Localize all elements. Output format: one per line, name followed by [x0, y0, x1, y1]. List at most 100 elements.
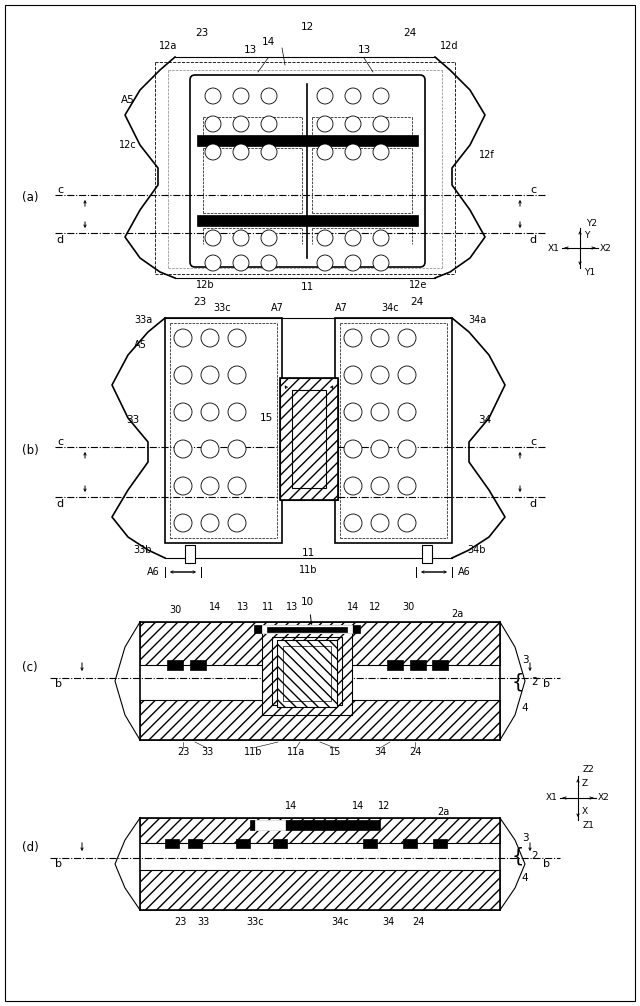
Circle shape	[344, 440, 362, 458]
Circle shape	[371, 366, 389, 384]
Bar	[140, 622, 500, 665]
Circle shape	[373, 230, 389, 246]
Circle shape	[398, 403, 416, 421]
Text: 13: 13	[286, 602, 298, 612]
Bar	[283, 646, 331, 701]
Bar	[236, 839, 250, 848]
Circle shape	[201, 440, 219, 458]
Bar	[140, 622, 500, 740]
Circle shape	[205, 144, 221, 160]
Circle shape	[344, 366, 362, 384]
Text: d: d	[56, 499, 63, 509]
Bar	[197, 215, 418, 226]
Text: 11b: 11b	[299, 565, 317, 575]
Text: 12a: 12a	[159, 41, 177, 51]
Text: {: {	[512, 672, 524, 691]
Text: Z: Z	[582, 780, 588, 789]
Text: Z1: Z1	[583, 822, 595, 831]
Circle shape	[261, 230, 277, 246]
Text: 12: 12	[378, 801, 390, 811]
Bar	[190, 660, 206, 670]
Text: 3: 3	[522, 655, 528, 665]
Bar	[277, 640, 337, 707]
Circle shape	[205, 230, 221, 246]
Bar	[335, 318, 452, 543]
Bar	[197, 135, 418, 146]
Circle shape	[228, 440, 246, 458]
Text: 2a: 2a	[451, 609, 463, 619]
Text: A6: A6	[458, 567, 470, 577]
Circle shape	[228, 477, 246, 495]
Text: 23: 23	[193, 297, 207, 307]
Circle shape	[228, 329, 246, 347]
Text: 2a: 2a	[437, 807, 449, 817]
Circle shape	[201, 366, 219, 384]
Circle shape	[201, 514, 219, 532]
Text: 4: 4	[522, 703, 528, 713]
Circle shape	[233, 116, 249, 132]
Circle shape	[261, 144, 277, 160]
Text: d: d	[529, 235, 536, 245]
Circle shape	[174, 329, 192, 347]
Text: 2: 2	[532, 851, 538, 861]
Circle shape	[233, 230, 249, 246]
Circle shape	[371, 440, 389, 458]
Text: 13: 13	[357, 45, 371, 55]
Text: 13: 13	[243, 45, 257, 55]
Bar	[254, 625, 360, 633]
Text: 14: 14	[285, 801, 297, 811]
Circle shape	[344, 514, 362, 532]
Circle shape	[371, 514, 389, 532]
Text: 12f: 12f	[479, 150, 495, 160]
Text: c: c	[530, 185, 536, 195]
Text: 33a: 33a	[134, 315, 152, 325]
Circle shape	[317, 230, 333, 246]
Circle shape	[201, 403, 219, 421]
Text: 34b: 34b	[468, 545, 486, 555]
Text: 13: 13	[237, 602, 249, 612]
Bar	[292, 390, 326, 488]
Text: X1: X1	[546, 794, 558, 803]
Bar	[262, 625, 352, 715]
Bar	[140, 700, 500, 740]
Bar	[280, 378, 338, 500]
Text: 12e: 12e	[409, 280, 427, 290]
Text: Y: Y	[584, 230, 589, 239]
Text: c: c	[530, 437, 536, 447]
Text: X: X	[582, 808, 588, 817]
Text: (c): (c)	[22, 662, 38, 674]
Circle shape	[371, 329, 389, 347]
Bar	[432, 660, 448, 670]
Text: 12b: 12b	[196, 280, 214, 290]
Text: 24: 24	[409, 747, 421, 757]
Text: d: d	[56, 235, 63, 245]
Bar	[140, 870, 500, 910]
Text: 24: 24	[412, 917, 424, 927]
Text: b: b	[543, 859, 550, 869]
Circle shape	[345, 116, 361, 132]
Text: X1: X1	[548, 243, 560, 253]
Circle shape	[174, 514, 192, 532]
Circle shape	[228, 366, 246, 384]
Text: 15: 15	[259, 413, 273, 423]
Text: 34: 34	[478, 415, 492, 425]
Text: 34a: 34a	[468, 315, 486, 325]
Circle shape	[373, 88, 389, 104]
Bar	[272, 637, 342, 705]
Bar	[422, 545, 432, 563]
Bar	[165, 318, 282, 543]
Bar	[185, 545, 195, 563]
Text: 33c: 33c	[213, 303, 231, 313]
Text: 11: 11	[262, 602, 274, 612]
Circle shape	[344, 403, 362, 421]
Text: 23: 23	[177, 747, 189, 757]
Circle shape	[174, 366, 192, 384]
Text: b: b	[54, 859, 61, 869]
Bar	[273, 839, 287, 848]
Text: b: b	[54, 679, 61, 689]
Text: A7: A7	[335, 303, 348, 313]
Circle shape	[174, 403, 192, 421]
Text: A5: A5	[134, 340, 147, 350]
Text: 33: 33	[201, 747, 213, 757]
Text: Z2: Z2	[583, 766, 595, 775]
